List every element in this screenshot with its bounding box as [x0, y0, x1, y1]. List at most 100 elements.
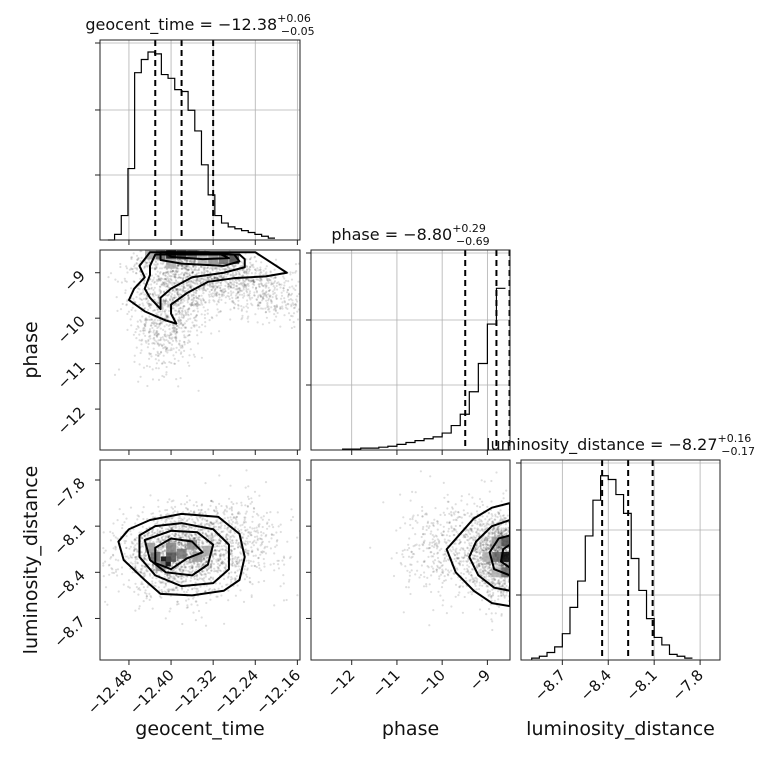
sample-point: [223, 566, 226, 569]
sample-point: [115, 296, 118, 299]
sample-point: [177, 309, 181, 312]
sample-point: [171, 281, 174, 284]
sample-point: [234, 264, 237, 267]
sample-point: [122, 513, 125, 516]
sample-point: [306, 300, 308, 302]
sample-point: [195, 303, 198, 306]
sample-point: [273, 280, 277, 283]
sample-point: [317, 302, 319, 304]
sample-point: [159, 540, 162, 544]
sample-point: [165, 278, 168, 281]
sample-point: [178, 536, 181, 539]
sample-point: [245, 272, 248, 275]
sample-point: [200, 265, 203, 268]
sample-point: [181, 569, 184, 572]
sample-point: [196, 565, 199, 568]
sample-point: [166, 351, 169, 354]
sample-point: [165, 348, 168, 351]
sample-point: [186, 606, 189, 609]
sample-point: [174, 532, 177, 535]
sample-point: [169, 349, 172, 352]
sample-point: [173, 326, 176, 329]
sample-point: [192, 324, 195, 327]
sample-point: [256, 321, 259, 324]
sample-point: [198, 277, 201, 280]
sample-point: [202, 277, 205, 280]
sample-point: [264, 294, 268, 298]
sample-point: [155, 331, 158, 334]
sample-point: [162, 360, 165, 363]
sample-point: [184, 566, 188, 569]
sample-point: [181, 261, 184, 264]
sample-point: [319, 295, 321, 297]
sample-point: [236, 288, 239, 291]
sample-point: [197, 565, 200, 568]
sample-point: [174, 332, 177, 336]
sample-point: [512, 559, 514, 561]
sample-point: [156, 350, 159, 353]
sample-point: [206, 287, 209, 291]
sample-point: [147, 342, 150, 346]
hist-panel-geocent_time: geocent_time = −12.38+0.06 −0.05: [85, 12, 315, 241]
sample-point: [519, 536, 521, 538]
sample-point: [141, 537, 144, 540]
sample-point: [184, 575, 187, 578]
sample-point: [469, 527, 472, 530]
sample-point: [256, 296, 260, 299]
sample-point: [151, 293, 154, 296]
sample-point: [191, 272, 194, 275]
sample-point: [238, 271, 241, 274]
sample-point: [228, 285, 231, 288]
sample-point: [185, 275, 188, 279]
sample-point: [488, 523, 491, 526]
sample-point: [259, 279, 262, 283]
sample-point: [130, 287, 133, 290]
sample-point: [474, 548, 477, 551]
sample-point: [175, 336, 178, 340]
sample-point: [208, 578, 211, 581]
sample-point: [269, 300, 273, 303]
sample-point: [221, 560, 224, 563]
sample-point: [143, 566, 146, 569]
sample-point: [153, 266, 156, 270]
sample-point: [181, 565, 184, 569]
sample-point: [244, 565, 247, 568]
sample-point: [104, 600, 107, 603]
sample-point: [174, 533, 177, 536]
sample-point: [248, 576, 251, 580]
sample-point: [182, 305, 185, 308]
sample-point: [157, 276, 160, 279]
density-cell: [187, 539, 198, 550]
sample-point: [216, 549, 219, 552]
sample-point: [246, 306, 250, 309]
sample-point: [211, 576, 215, 579]
sample-point: [291, 271, 294, 274]
sample-point: [143, 323, 146, 326]
sample-point: [184, 266, 187, 269]
sample-point: [182, 580, 185, 583]
sample-point: [140, 551, 143, 554]
sample-point: [261, 296, 264, 299]
sample-point: [163, 284, 166, 287]
sample-point: [133, 263, 136, 266]
sample-point: [139, 571, 143, 574]
sample-point: [181, 533, 184, 537]
sample-point: [273, 305, 276, 308]
sample-point: [190, 570, 193, 574]
sample-point: [229, 285, 232, 288]
sample-point: [243, 518, 246, 521]
sample-point: [270, 281, 273, 284]
sample-point: [206, 535, 209, 538]
sample-point: [253, 291, 256, 294]
sample-point: [267, 277, 270, 280]
sample-point: [219, 541, 222, 544]
sample-point: [217, 539, 220, 542]
sample-point: [202, 287, 205, 290]
sample-point: [186, 494, 189, 498]
sample-point: [183, 341, 186, 344]
sample-point: [152, 295, 155, 298]
sample-point: [260, 534, 263, 537]
sample-point: [175, 585, 178, 588]
sample-point: [184, 569, 188, 572]
sample-point: [175, 567, 178, 570]
